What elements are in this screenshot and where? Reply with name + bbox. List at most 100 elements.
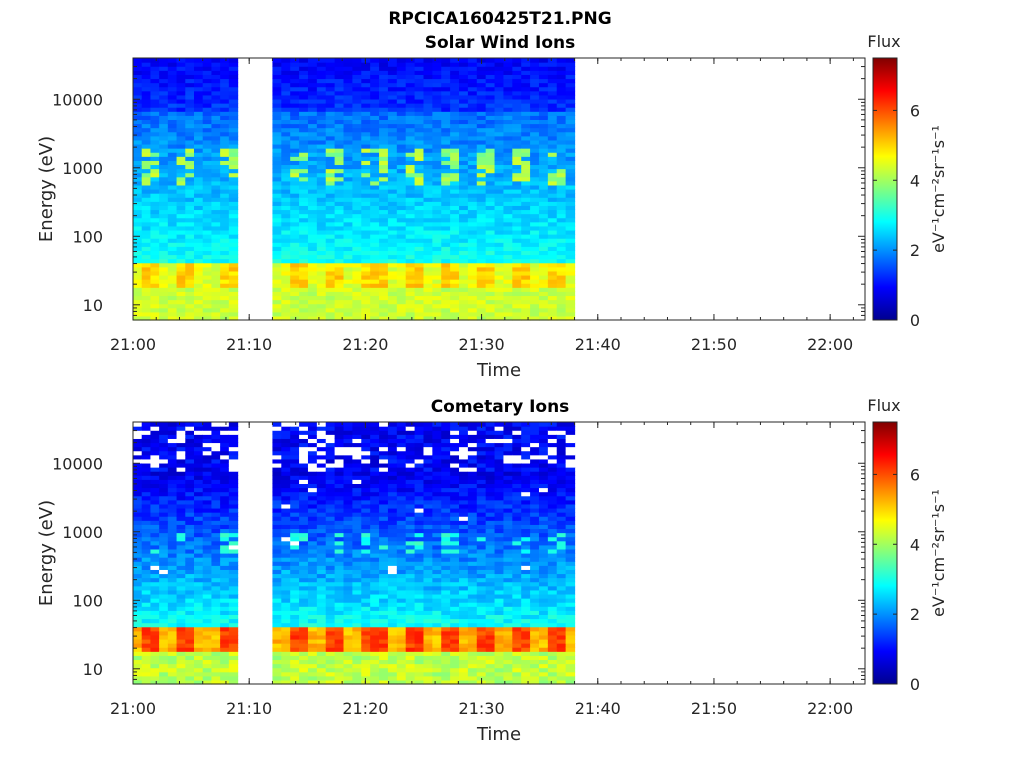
heatmap-cell — [185, 82, 195, 88]
heatmap-cell — [202, 467, 213, 472]
heatmap-cell — [343, 229, 353, 235]
heatmap-cell — [512, 266, 522, 272]
heatmap-cell — [370, 598, 380, 603]
heatmap-cell — [538, 156, 549, 161]
heatmap-cell — [185, 512, 195, 517]
heatmap-cell — [405, 168, 416, 174]
heatmap-cell — [307, 589, 318, 595]
heatmap-cell — [176, 483, 186, 489]
heatmap-cell — [159, 111, 169, 116]
heatmap-cell — [485, 131, 496, 137]
heatmap-cell — [547, 242, 558, 247]
heatmap-cell — [538, 139, 549, 145]
heatmap-cell — [379, 254, 389, 260]
heatmap-cell — [220, 512, 230, 517]
heatmap-cell — [316, 442, 327, 448]
heatmap-cell — [370, 585, 380, 591]
heatmap-cell — [281, 565, 291, 570]
heatmap-cell — [405, 426, 416, 431]
heatmap-cell — [343, 512, 353, 517]
heatmap-cell — [159, 131, 169, 137]
heatmap-cell — [414, 225, 425, 231]
heatmap-cell — [290, 643, 300, 648]
heatmap-cell — [450, 266, 460, 272]
heatmap-cell — [379, 311, 389, 317]
heatmap-cell — [414, 156, 425, 161]
heatmap-cell — [325, 66, 336, 71]
heatmap-cell — [459, 184, 469, 190]
heatmap-cell — [521, 225, 531, 231]
heatmap-cell — [141, 675, 152, 681]
heatmap-cell — [530, 307, 540, 313]
heatmap-cell — [352, 659, 362, 665]
heatmap-cell — [521, 197, 531, 202]
heatmap-cell — [228, 573, 239, 579]
heatmap-cell — [379, 651, 389, 656]
heatmap-cell — [220, 602, 230, 607]
heatmap-cell — [485, 270, 496, 276]
heatmap-cell — [185, 471, 195, 476]
heatmap-cell — [281, 512, 291, 517]
heatmap-cell — [307, 471, 318, 476]
heatmap-cell — [167, 475, 178, 480]
heatmap-cell — [343, 450, 353, 456]
heatmap-cell — [343, 209, 353, 215]
heatmap-cell — [476, 197, 487, 202]
heatmap-cell — [441, 119, 451, 125]
heatmap-cell — [281, 454, 291, 460]
heatmap-cell — [141, 295, 152, 301]
heatmap-cell — [211, 643, 221, 648]
heatmap-cell — [185, 270, 195, 276]
heatmap-cell — [485, 152, 496, 157]
heatmap-cell — [211, 475, 221, 480]
heatmap-cell — [167, 524, 178, 530]
heatmap-cell — [343, 139, 353, 145]
heatmap-cell — [565, 119, 576, 125]
heatmap-cell — [228, 438, 239, 444]
heatmap-cell — [547, 213, 558, 219]
heatmap-cell — [290, 454, 300, 460]
heatmap-cell — [387, 557, 398, 562]
heatmap-cell — [185, 548, 195, 554]
heatmap-cell — [565, 184, 576, 190]
heatmap-cell — [150, 643, 160, 648]
heatmap-cell — [133, 254, 143, 260]
heatmap-cell — [159, 217, 169, 223]
heatmap-cell — [185, 577, 195, 583]
heatmap-cell — [159, 462, 169, 468]
heatmap-cell — [228, 270, 239, 276]
heatmap-cell — [414, 479, 425, 484]
heatmap-cell — [387, 266, 398, 272]
heatmap-cell — [405, 62, 416, 67]
heatmap-cell — [352, 315, 362, 321]
heatmap-cell — [503, 127, 513, 133]
heatmap-cell — [228, 638, 239, 644]
heatmap-cell — [538, 217, 549, 223]
heatmap-cell — [414, 638, 425, 644]
heatmap-cell — [141, 671, 152, 677]
heatmap-cell — [405, 201, 416, 206]
heatmap-cell — [476, 225, 487, 231]
heatmap-cell — [334, 548, 345, 554]
heatmap-cell — [441, 66, 451, 71]
heatmap-cell — [176, 446, 186, 452]
heatmap-cell — [272, 532, 282, 538]
heatmap-cell — [202, 471, 213, 476]
heatmap-cell — [150, 143, 160, 149]
heatmap-cell — [379, 107, 389, 112]
heatmap-cell — [476, 238, 487, 243]
heatmap-cell — [361, 213, 371, 219]
heatmap-cell — [220, 74, 230, 80]
heatmap-cell — [176, 315, 186, 321]
heatmap-cell — [423, 201, 433, 206]
heatmap-cell — [521, 307, 531, 313]
heatmap-cell — [228, 458, 239, 464]
heatmap-cell — [281, 201, 291, 206]
heatmap-cell — [379, 679, 389, 685]
heatmap-cell — [299, 565, 309, 570]
heatmap-cell — [565, 164, 576, 170]
heatmap-cell — [485, 156, 496, 161]
heatmap-cell — [150, 499, 160, 505]
heatmap-cell — [538, 103, 549, 108]
heatmap-cell — [441, 303, 451, 309]
